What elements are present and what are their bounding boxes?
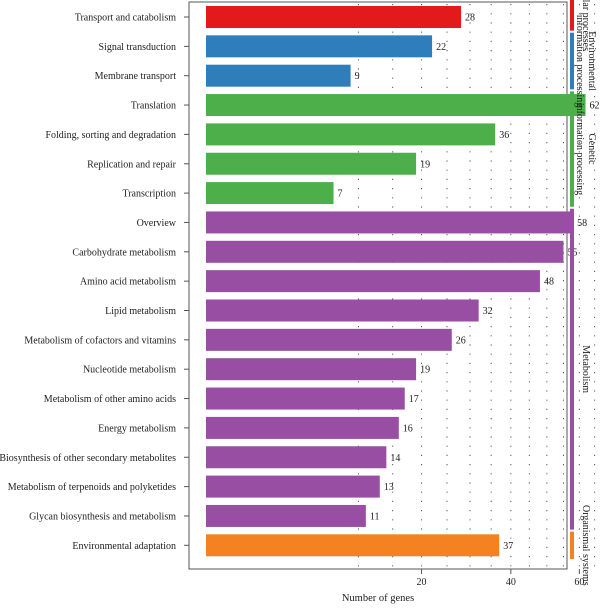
group-strip: Cellular processesEnvironmentalinformati… (570, 0, 597, 586)
group-bar-genetic-information-processing (570, 91, 574, 207)
category-label: Lipid metabolism (105, 306, 176, 317)
category-label: Metabolism of other amino acids (44, 394, 176, 405)
value-label: 17 (409, 394, 419, 405)
bar-biosynthesis-of-other-secondary-metabolites (206, 446, 387, 469)
x-tick-label: 60 (574, 577, 584, 588)
group-label: Genetic (586, 134, 597, 166)
bar-metabolism-of-cofactors-and-vitamins (206, 328, 452, 351)
value-label: 36 (499, 130, 509, 141)
category-label: Environmental adaptation (72, 541, 176, 552)
category-labels: Transport and catabolism Signal transduct… (0, 13, 189, 552)
category-label: Amino acid metabolism (80, 277, 176, 288)
bar-metabolism-of-terpenoids-and-polyketides (206, 475, 380, 498)
value-label: 9 (355, 71, 360, 82)
group-label: Environmental (586, 31, 597, 91)
bar-amino-acid-metabolism (206, 270, 540, 293)
category-label: Folding, sorting and degradation (45, 130, 176, 141)
value-label: 7 (338, 189, 343, 200)
value-label: 16 (403, 423, 413, 434)
value-label: 48 (544, 277, 554, 288)
bar-folding-sorting-and-degradation (206, 123, 496, 146)
category-label: Nucleotide metabolism (83, 365, 176, 376)
category-label: Biosynthesis of other secondary metaboli… (0, 453, 176, 464)
bar-energy-metabolism (206, 416, 399, 439)
category-label: Membrane transport (95, 71, 177, 82)
value-label: 62 (590, 101, 600, 112)
category-label: Metabolism of cofactors and vitamins (24, 335, 176, 346)
category-label: Transcription (122, 189, 176, 200)
category-label: Replication and repair (87, 159, 177, 170)
bar-transport-and-catabolism (206, 6, 462, 28)
x-tick-label: 20 (417, 577, 427, 588)
value-label: 19 (420, 159, 430, 170)
group-label: Cellular processes (580, 0, 591, 51)
category-label: Overview (137, 218, 177, 229)
value-label: 28 (465, 13, 475, 24)
category-label: Carbohydrate metabolism (72, 247, 176, 258)
bar-environmental-adaptation (206, 534, 500, 557)
x-tick-label: 40 (506, 577, 516, 588)
category-label: Metabolism of terpenoids and polyketides (8, 482, 176, 493)
bars (206, 6, 586, 557)
plot-frame (188, 1, 568, 570)
group-bar-metabolism (570, 208, 574, 530)
group-label: information processing (574, 103, 585, 195)
value-label: 13 (384, 482, 394, 493)
bar-glycan-biosynthesis-and-metabolism (206, 504, 366, 527)
bar-overview (206, 211, 574, 234)
value-label: 11 (370, 511, 380, 522)
bar-membrane-transport (206, 64, 351, 87)
category-label: Energy metabolism (98, 423, 176, 434)
x-axis-title: Number of genes (342, 593, 414, 604)
group-label: information processing (574, 15, 585, 107)
bar-signal-transduction (206, 35, 433, 58)
x-axis: 20406080 (417, 569, 584, 588)
value-label: 19 (420, 365, 430, 376)
category-label: Transport and catabolism (75, 13, 177, 24)
bar-lipid-metabolism (206, 299, 479, 322)
group-bar-environmental-information-processing (570, 32, 574, 90)
bar-carbohydrate-metabolism (206, 240, 564, 263)
group-label: Metabolism (580, 345, 591, 393)
group-bar-organismal-systems (570, 531, 574, 559)
category-label: Signal transduction (99, 42, 177, 53)
value-label: 32 (483, 306, 493, 317)
value-label: 14 (390, 453, 400, 464)
value-label: 22 (436, 42, 446, 53)
value-label: 58 (577, 218, 587, 229)
bar-metabolism-of-other-amino-acids (206, 387, 405, 410)
value-label: 37 (503, 541, 513, 552)
bar-nucleotide-metabolism (206, 358, 417, 381)
category-label: Glycan biosynthesis and metabolism (29, 511, 176, 522)
group-bar-cellular-processes (570, 0, 574, 31)
value-label: 26 (456, 335, 466, 346)
bar-replication-and-repair (206, 152, 417, 175)
bar-transcription (206, 182, 334, 205)
group-label: Organismal systems (580, 505, 591, 586)
category-label: Translation (131, 101, 176, 112)
bar-translation (206, 94, 586, 117)
